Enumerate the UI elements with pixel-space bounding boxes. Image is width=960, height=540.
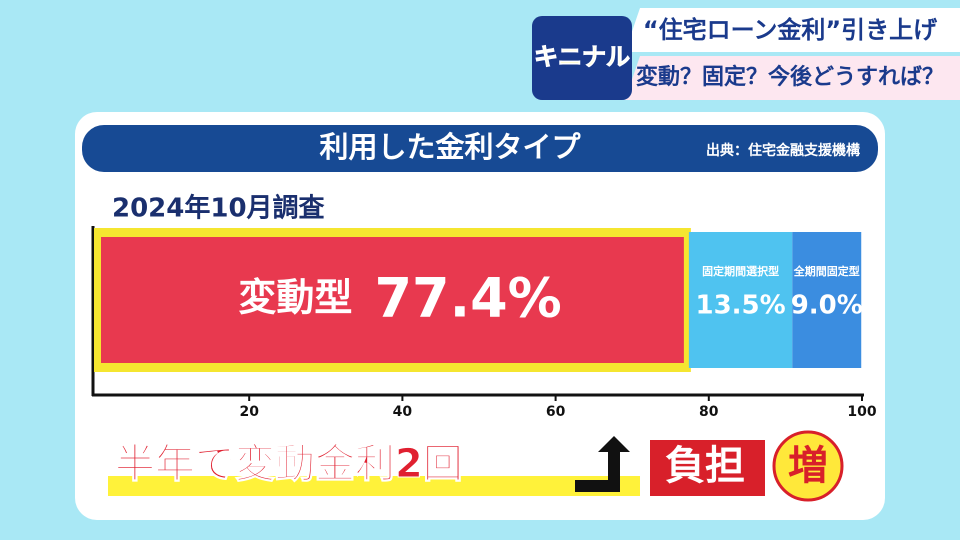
arrow xyxy=(575,436,630,492)
x-tick-label: 80 xyxy=(699,404,719,420)
burden-box xyxy=(650,440,765,496)
segment-name: 全期間固定型 xyxy=(793,264,860,278)
title-bar xyxy=(82,125,878,172)
logo: キニナル xyxy=(534,43,630,71)
bar-segment xyxy=(688,232,793,368)
chart-subtitle: 2024年10月調査 xyxy=(112,193,325,224)
segment-name: 変動型 xyxy=(238,276,352,320)
bar-segment xyxy=(101,237,684,363)
logo-badge xyxy=(532,16,632,100)
bar-segment xyxy=(792,232,862,368)
caption: 半年で変動金利2回 xyxy=(115,441,463,487)
headline-bar xyxy=(625,8,960,52)
value-label: 9.0% xyxy=(791,291,863,321)
x-tick-label: 40 xyxy=(393,404,413,420)
value-label: 77.4% xyxy=(374,267,561,330)
x-tick-label: 100 xyxy=(847,404,876,420)
value-label: 13.5% xyxy=(695,291,785,321)
headline: “住宅ローン金利”引き上げ xyxy=(643,16,938,44)
subheadline-bar xyxy=(625,56,960,100)
chart-title: 利用した金利タイプ xyxy=(319,130,581,164)
burden: 負担 xyxy=(665,443,745,489)
source: 出典：住宅金融支援機構 xyxy=(706,142,860,159)
x-tick-label: 60 xyxy=(546,404,566,420)
segment-name: 固定期間選択型 xyxy=(702,264,779,278)
increase-badge xyxy=(772,430,844,502)
x-tick-label: 20 xyxy=(239,404,259,420)
subheadline: 変動？固定？今後どうすれば？ xyxy=(636,64,944,90)
increase: 増 xyxy=(788,443,828,489)
highlight xyxy=(108,476,640,496)
